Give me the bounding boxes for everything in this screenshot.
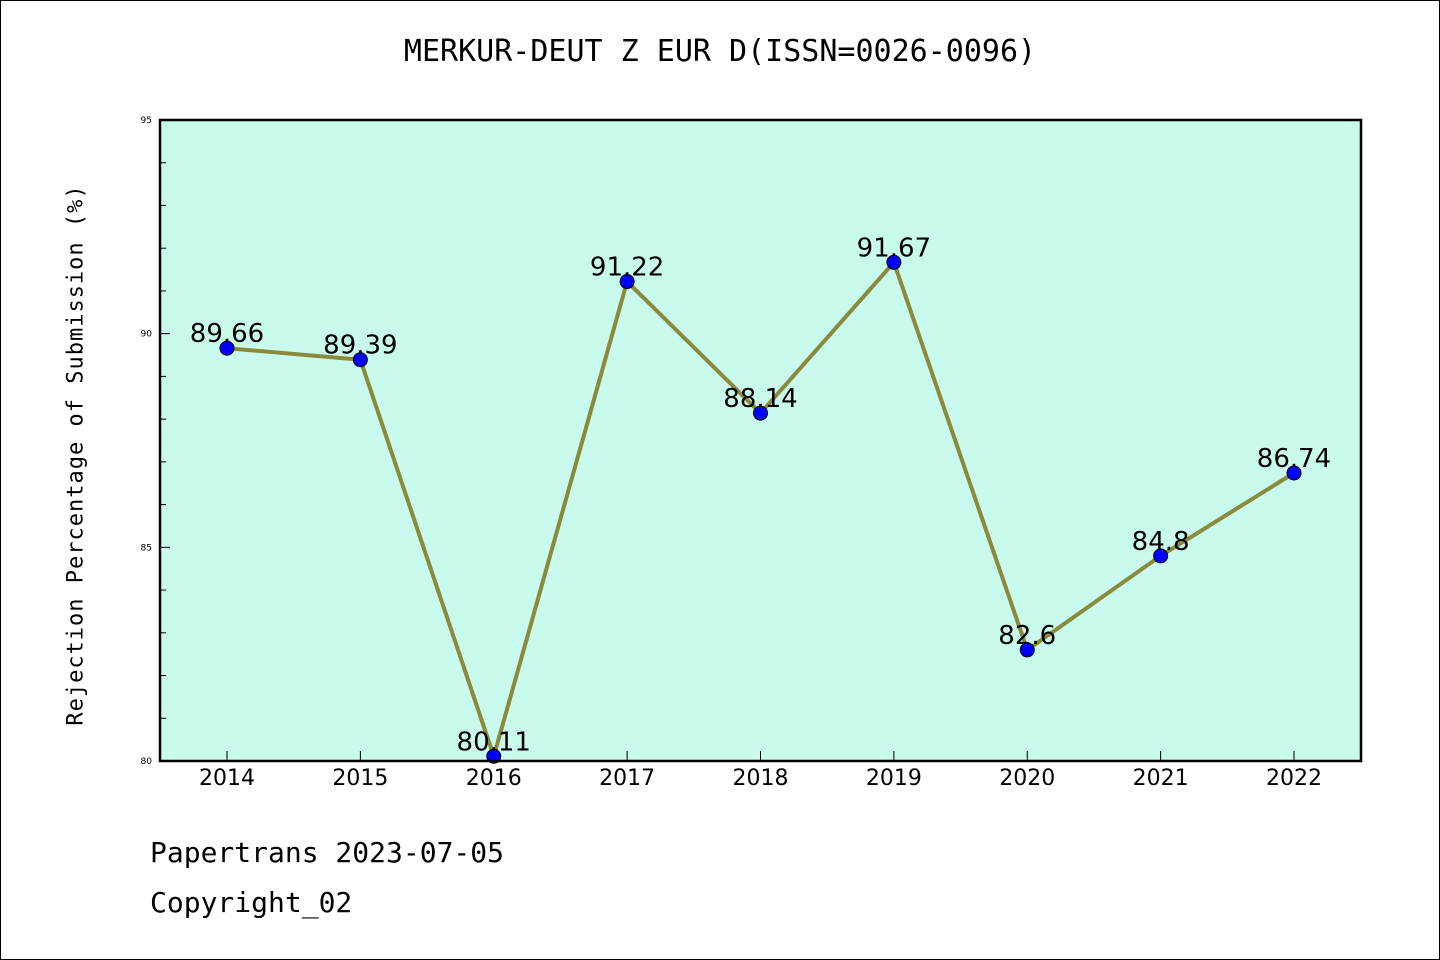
- data-label: 91.22: [590, 253, 664, 283]
- data-point: [619, 274, 635, 290]
- x-tick-label: 2016: [466, 766, 522, 791]
- x-tick-label: 2021: [1133, 766, 1189, 791]
- chart-title: MERKUR-DEUT Z EUR D(ISSN=0026-0096): [403, 34, 1037, 69]
- y-tick-label: 95: [141, 116, 152, 126]
- plot-area: [160, 120, 1361, 761]
- x-tick-label: 2017: [599, 766, 655, 791]
- data-label: 89.39: [323, 331, 397, 361]
- footer-date: Papertrans 2023-07-05: [150, 836, 505, 869]
- data-label: 82.6: [998, 621, 1056, 651]
- x-tick-label: 2018: [733, 766, 789, 791]
- data-point: [352, 352, 368, 368]
- data-point: [753, 405, 768, 421]
- x-tick-label: 2020: [999, 766, 1055, 791]
- data-point: [886, 254, 902, 270]
- data-point: [1286, 465, 1302, 481]
- data-point: [219, 340, 235, 356]
- x-tick-label: 2014: [199, 766, 255, 791]
- data-label: 80.11: [457, 727, 531, 757]
- data-label: 86.74: [1257, 444, 1331, 474]
- y-tick-label: 85: [141, 543, 152, 553]
- data-labels: 89.66 89.39 80.11 91.22 88.14 91.67 82.6 84.8 86…: [190, 233, 1331, 757]
- x-tick-label: 2022: [1266, 766, 1322, 791]
- series-markers: [219, 254, 1302, 764]
- data-label: 91.67: [857, 233, 931, 263]
- x-tick-label: 2019: [866, 766, 922, 791]
- x-axis: 2014 2015 2016 2017 2018 2019 2020 2021 2022: [199, 751, 1322, 791]
- plot-border: [158, 118, 1363, 763]
- x-tick-label: 2015: [332, 766, 388, 791]
- y-tick-label: 80: [141, 757, 153, 767]
- data-point: [1153, 548, 1169, 564]
- y-tick-label: 90: [141, 330, 153, 340]
- data-label: 89.66: [190, 319, 264, 349]
- data-point: [1019, 642, 1035, 658]
- data-label: 88.14: [723, 384, 797, 414]
- footer-copyright: Copyright_02: [150, 886, 353, 919]
- data-label: 84.8: [1132, 527, 1190, 557]
